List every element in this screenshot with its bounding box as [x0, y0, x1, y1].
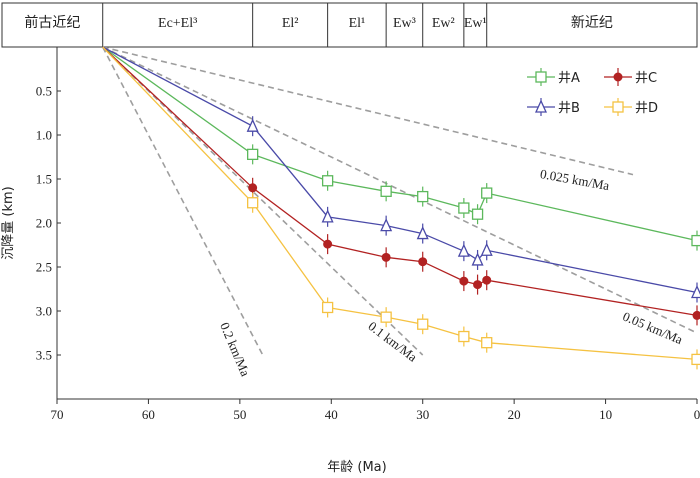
- y-tick-label: 3.0: [36, 304, 52, 319]
- reference-line: [102, 47, 264, 356]
- data-point: [380, 218, 393, 232]
- data-point: [458, 330, 470, 343]
- strata-label: Ew³: [393, 16, 416, 31]
- strata-label: 前古近纪: [24, 14, 80, 31]
- data-point: [613, 72, 623, 82]
- legend-label: 井D: [635, 101, 658, 116]
- data-point: [247, 197, 259, 209]
- data-point: [417, 318, 429, 330]
- data-point: [246, 118, 259, 132]
- data-point: [480, 242, 493, 256]
- series-layer: 0.2 km/Ma 0.1 km/Ma 0.05 km/Ma0.025 km/Ma: [102, 46, 700, 379]
- data-point: [481, 337, 493, 349]
- series-井A: [102, 46, 700, 251]
- data-point: [321, 209, 334, 223]
- data-point: [459, 276, 469, 286]
- x-tick-label: 10: [599, 407, 612, 422]
- x-tick-label: 30: [416, 407, 429, 422]
- y-tick-label: 3.5: [36, 348, 52, 363]
- strata-label: 新近纪: [571, 15, 613, 31]
- reference-line-label: 0.05 km/Ma: [621, 309, 686, 348]
- reference-line-label: 0.2 km/Ma: [217, 320, 253, 379]
- strata-label: El²: [282, 16, 299, 31]
- data-point: [457, 243, 470, 257]
- strata-label: Ew²: [432, 16, 455, 31]
- data-point: [323, 239, 333, 249]
- data-point: [534, 99, 548, 113]
- strata-label: Ew¹: [464, 16, 487, 31]
- data-point: [247, 148, 259, 161]
- y-tick-label: 2.5: [36, 260, 52, 275]
- data-point: [612, 101, 624, 113]
- y-tick-label: 1.5: [36, 172, 52, 187]
- legend-label: 井A: [558, 71, 580, 86]
- data-point: [321, 175, 334, 187]
- data-point: [381, 252, 391, 262]
- series-井D: [102, 46, 700, 370]
- y-tick-label: 2.0: [36, 216, 52, 231]
- series-井C: [102, 46, 700, 326]
- data-point: [458, 202, 470, 214]
- series-line: [102, 46, 698, 294]
- data-point: [416, 225, 429, 240]
- legend: 井A 井B 井C 井D: [527, 68, 658, 116]
- axes: 70 60 50 40 30 20 10 0 0.5 1.0 1.5 2.0 2.5 3.0 3.5: [36, 84, 700, 423]
- y-axis-title: 沉降量 (km): [1, 186, 16, 259]
- strata-band: 前古近纪 Ec+El³ El² El¹ Ew³ Ew² Ew¹ 新近纪: [1, 2, 698, 48]
- x-axis-title: 年龄 (Ma): [327, 460, 386, 475]
- data-point: [380, 311, 392, 323]
- x-tick-label: 40: [325, 407, 338, 422]
- y-tick-label: 0.5: [36, 84, 52, 99]
- strata-label: El¹: [349, 16, 366, 31]
- series-井B: [102, 46, 700, 303]
- data-point: [691, 353, 700, 366]
- x-tick-label: 70: [51, 407, 64, 422]
- strata-band-frame: [1, 2, 698, 48]
- data-point: [535, 71, 547, 83]
- data-point: [471, 252, 484, 266]
- strata-label: Ec+El³: [158, 16, 197, 31]
- data-point: [417, 190, 429, 203]
- data-point: [691, 234, 700, 247]
- data-point: [481, 187, 493, 199]
- reference-line: [102, 47, 424, 356]
- legend-label: 井B: [558, 101, 580, 116]
- legend-label: 井C: [635, 71, 657, 86]
- data-point: [321, 301, 334, 314]
- series-line: [102, 46, 698, 242]
- x-tick-label: 0: [694, 407, 700, 422]
- data-point: [248, 183, 258, 193]
- data-point: [692, 310, 700, 320]
- reference-lines: [102, 47, 697, 356]
- reference-line: [102, 47, 634, 176]
- x-tick-label: 60: [142, 407, 155, 422]
- data-point: [471, 208, 484, 220]
- data-point: [473, 280, 483, 290]
- data-point: [482, 275, 492, 285]
- x-tick-label: 50: [233, 407, 246, 422]
- y-tick-label: 1.0: [36, 128, 52, 143]
- data-point: [418, 257, 428, 267]
- data-point: [380, 185, 392, 197]
- reference-line-label: 0.025 km/Ma: [539, 166, 611, 193]
- x-tick-label: 20: [508, 407, 521, 422]
